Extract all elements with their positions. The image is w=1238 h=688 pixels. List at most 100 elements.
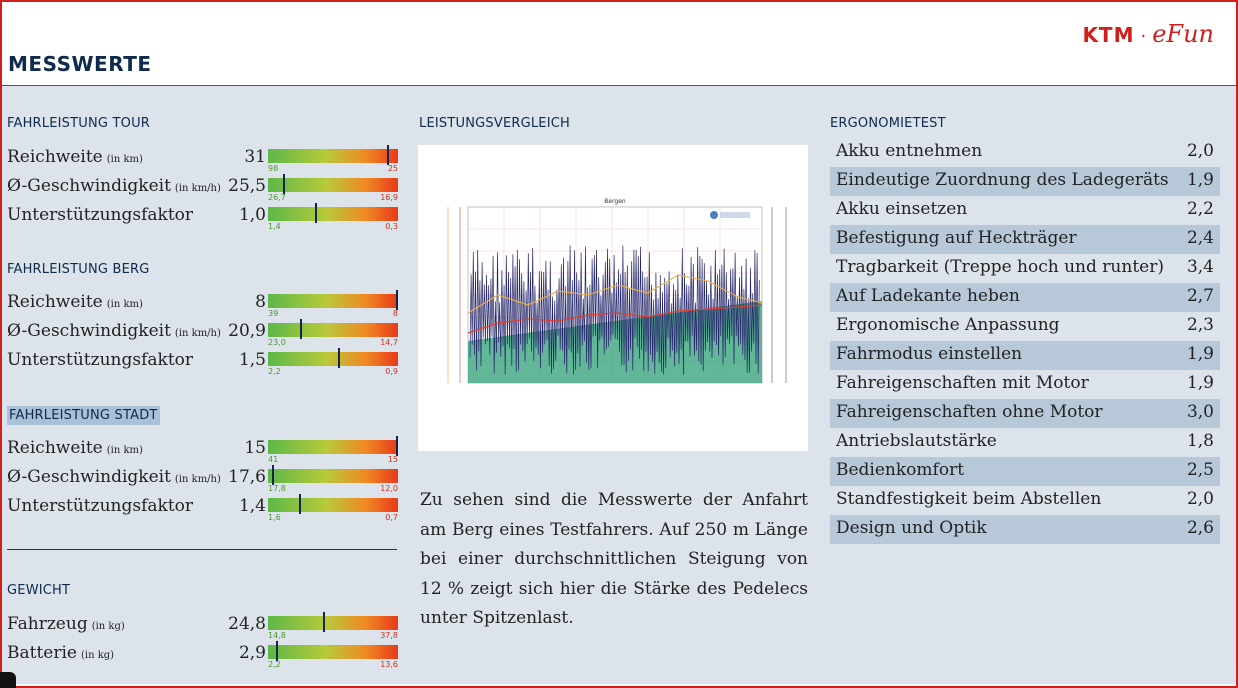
ergonomie-score: 2,3	[1186, 315, 1214, 335]
ergonomie-row: Auf Ladekante heben 2,7	[830, 283, 1220, 312]
ergonomie-score: 1,8	[1186, 431, 1214, 451]
metric-unit: (in km)	[106, 299, 143, 310]
bar-min-label: 39	[268, 309, 279, 318]
ergonomie-name: Tragbarkeit (Treppe hoch und runter)	[836, 257, 1164, 277]
ergonomie-list: Akku entnehmen 2,0 Eindeutige Zuordnung de…	[830, 138, 1220, 544]
bar-max-label: 13,6	[380, 660, 398, 669]
section-title-ergonomie: ERGONOMIETEST	[830, 116, 946, 131]
rating-bar: 1,4 0,3	[268, 203, 398, 231]
bar-max-label: 37,8	[380, 631, 398, 640]
metric-name: Reichweite	[7, 438, 103, 458]
rating-marker	[396, 290, 398, 310]
metric-row: Reichweite (in km) 15 41 15	[7, 436, 399, 464]
power-series	[469, 245, 760, 375]
metric-name: Ø-Geschwindigkeit	[7, 467, 171, 487]
metric-value: 25,5	[228, 176, 266, 196]
metric-label: Unterstützungsfaktor	[7, 496, 197, 516]
bar-min-label: 14,8	[268, 631, 286, 640]
rating-marker	[299, 494, 301, 514]
rating-marker	[396, 436, 398, 456]
bar-min-label: 41	[268, 455, 279, 464]
metric-value: 1,4	[238, 496, 266, 516]
ergonomie-score: 2,4	[1186, 228, 1214, 248]
performance-chart: Bergen	[418, 145, 808, 451]
ergonomie-row: Fahrmodus einstellen 1,9	[830, 341, 1220, 370]
metric-row: Fahrzeug (in kg) 24,8 14,8 37,8	[7, 612, 399, 640]
divider	[7, 549, 397, 550]
section-title-gewicht: GEWICHT	[7, 583, 71, 598]
ergonomie-row: Tragbarkeit (Treppe hoch und runter) 3,4	[830, 254, 1220, 283]
bar-max-label: 0,9	[385, 367, 398, 376]
metric-label: Batterie (in kg)	[7, 643, 114, 663]
speed-series	[467, 304, 763, 334]
metric-name: Unterstützungsfaktor	[7, 205, 194, 225]
rating-marker	[283, 174, 285, 194]
section-title-berg: FAHRLEISTUNG BERG	[7, 262, 150, 277]
metric-label: Reichweite (in km)	[7, 292, 143, 312]
section-title-tour: FAHRLEISTUNG TOUR	[7, 116, 151, 131]
ergonomie-score: 2,5	[1186, 460, 1214, 480]
ergonomie-score: 3,0	[1186, 402, 1214, 422]
ergonomie-name: Akku einsetzen	[836, 199, 968, 219]
rating-bar: 2,2 0,9	[268, 348, 398, 376]
bar-min-label: 17,8	[268, 484, 286, 493]
ergonomie-score: 2,2	[1186, 199, 1214, 219]
metric-unit: (in km/h)	[174, 183, 221, 194]
metric-value: 24,8	[228, 614, 266, 634]
rating-marker	[338, 348, 340, 368]
metric-row: Unterstützungsfaktor 1,4 1,6 0,7	[7, 494, 399, 522]
chart-description: Zu sehen sind die Messwerte der Anfahrt …	[420, 490, 808, 628]
corner-mark	[0, 672, 16, 688]
metric-label: Fahrzeug (in kg)	[7, 614, 125, 634]
ergonomie-score: 1,9	[1186, 373, 1214, 393]
metric-label: Unterstützungsfaktor	[7, 350, 197, 370]
ergonomie-score: 2,6	[1186, 518, 1214, 538]
ergonomie-name: Auf Ladekante heben	[836, 286, 1020, 306]
cadence-series	[467, 274, 763, 314]
ergonomie-row: Akku einsetzen 2,2	[830, 196, 1220, 225]
section-title-leistung: LEISTUNGSVERGLEICH	[419, 116, 571, 131]
bar-max-label: 15	[387, 455, 398, 464]
metric-row: Reichweite (in km) 31 98 25	[7, 145, 399, 173]
ergonomie-name: Fahreigenschaften ohne Motor	[836, 402, 1103, 422]
rating-marker	[323, 612, 325, 632]
ergonomie-name: Fahreigenschaften mit Motor	[836, 373, 1089, 393]
bar-max-label: 12,0	[380, 484, 398, 493]
metric-name: Unterstützungsfaktor	[7, 350, 194, 370]
ergonomie-row: Eindeutige Zuordnung des Ladegeräts 1,9	[830, 167, 1220, 196]
ergonomie-name: Antriebslautstärke	[836, 431, 997, 451]
ergonomie-row: Ergonomische Anpassung 2,3	[830, 312, 1220, 341]
metric-row: Ø-Geschwindigkeit (in km/h) 20,9 23,0 14,7	[7, 319, 399, 347]
metric-value: 1,0	[238, 205, 266, 225]
rating-bar: 14,8 37,8	[268, 612, 398, 640]
brand-separator: ·	[1140, 26, 1147, 47]
ergonomie-row: Design und Optik 2,6	[830, 515, 1220, 544]
rating-bar: 41 15	[268, 436, 398, 464]
page-header: MESSWERTE KTM · eFun	[2, 2, 1236, 86]
metric-value: 2,9	[238, 643, 266, 663]
bar-min-label: 2,2	[268, 367, 281, 376]
legend-label	[720, 212, 750, 218]
performance-chart-figure: Bergen	[447, 198, 787, 384]
bar-max-label: 14,7	[380, 338, 398, 347]
metric-value: 1,5	[238, 350, 266, 370]
rating-bar: 17,8 12,0	[268, 465, 398, 493]
brand-efun: eFun	[1152, 20, 1214, 48]
metric-unit: (in km/h)	[174, 474, 221, 485]
ergonomie-row: Fahreigenschaften ohne Motor 3,0	[830, 399, 1220, 428]
chart-title: Bergen	[604, 198, 626, 205]
bar-max-label: 16,9	[380, 193, 398, 202]
brand-ktm: KTM	[1082, 23, 1135, 47]
ergonomie-row: Bedienkomfort 2,5	[830, 457, 1220, 486]
rating-marker	[276, 641, 278, 661]
metric-name: Reichweite	[7, 292, 103, 312]
bar-min-label: 23,0	[268, 338, 286, 347]
bar-min-label: 1,4	[268, 222, 281, 231]
bar-max-label: 0,7	[385, 513, 398, 522]
metric-name: Reichweite	[7, 147, 103, 167]
ergonomie-row: Fahreigenschaften mit Motor 1,9	[830, 370, 1220, 399]
ergonomie-name: Akku entnehmen	[836, 141, 983, 161]
ergonomie-name: Bedienkomfort	[836, 460, 965, 480]
ergonomie-score: 2,0	[1186, 489, 1214, 509]
metric-unit: (in kg)	[80, 650, 115, 661]
